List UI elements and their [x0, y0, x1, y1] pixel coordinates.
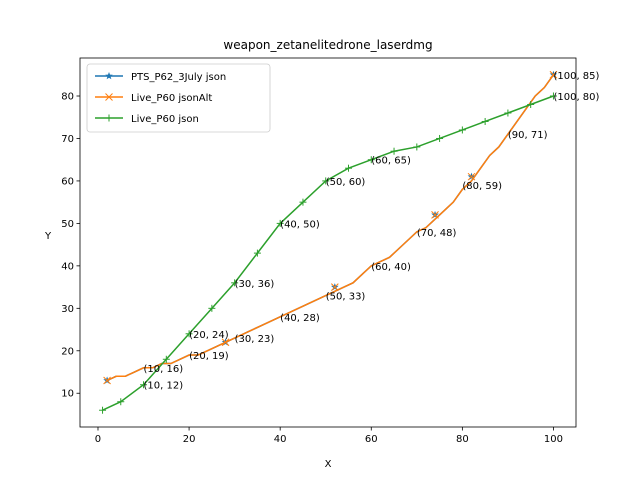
- data-annotation: (40, 28): [280, 313, 320, 324]
- chart-title: weapon_zetanelitedrone_laserdmg: [223, 38, 432, 52]
- x-marker-stroke: [549, 70, 558, 79]
- data-annotation: (30, 36): [235, 279, 275, 290]
- data-annotation: (30, 23): [235, 334, 275, 345]
- y-tick-label: 40: [61, 261, 74, 272]
- series-marker-3: [367, 156, 375, 164]
- series-marker-3: [344, 164, 352, 172]
- series-marker-3: [436, 134, 444, 142]
- series-marker-3: [253, 249, 261, 257]
- series-marker-3: [504, 109, 512, 117]
- y-tick-label: 50: [61, 219, 74, 230]
- y-tick-label: 20: [61, 346, 74, 357]
- data-annotation: (90, 71): [508, 130, 548, 141]
- legend: PTS_P62_3July json Live_P60 jsonAlt Live_P…: [86, 63, 271, 133]
- legend-marker: [105, 114, 113, 122]
- y-tick-label: 70: [61, 134, 74, 145]
- series-marker-3: [117, 398, 125, 406]
- data-annotation: (60, 40): [371, 262, 411, 273]
- data-annotation: (100, 80): [553, 92, 599, 103]
- legend-marker: [105, 72, 113, 80]
- series-marker-3: [481, 117, 489, 125]
- series-line-2: [106, 74, 555, 382]
- x-tick-label: 80: [456, 434, 469, 445]
- plot-area: 0 20 40 60 80 100 10 20 30 40 50 60 70 80 (10, 16) (20,…: [61, 57, 600, 445]
- legend-entry-label: Live_P60 json: [131, 114, 199, 125]
- x-marker-stroke: [105, 93, 113, 101]
- series-marker-2: [549, 70, 558, 79]
- x-marker-stroke: [221, 338, 230, 347]
- x-marker-stroke: [330, 283, 339, 291]
- x-tick-label: 40: [274, 434, 287, 445]
- series-marker-3: [208, 304, 216, 312]
- legend-entry-label: PTS_P62_3July json: [131, 72, 226, 83]
- data-annotation: (10, 16): [144, 364, 184, 375]
- y-axis-label: Y: [44, 231, 52, 242]
- x-marker-stroke: [431, 211, 439, 219]
- y-tick-label: 80: [61, 92, 74, 103]
- data-annotation: (10, 12): [144, 381, 184, 392]
- y-tick-label: 10: [61, 389, 74, 400]
- series-marker-3: [527, 100, 535, 108]
- data-annotation: (50, 60): [326, 177, 366, 188]
- data-annotation: (80, 59): [462, 181, 502, 192]
- y-tick-label: 60: [61, 176, 74, 187]
- series-marker-3: [458, 126, 466, 134]
- series-marker-2: [431, 211, 439, 219]
- series-marker-3: [413, 143, 421, 151]
- x-tick-label: 20: [183, 434, 196, 445]
- data-annotation: (60, 65): [371, 156, 411, 167]
- x-axis-label: X: [325, 459, 332, 470]
- x-tick-label: 100: [544, 434, 563, 445]
- legend-frame: [86, 63, 271, 133]
- data-annotation: (20, 24): [189, 330, 229, 341]
- series-marker-3: [162, 355, 170, 363]
- data-annotation: (70, 48): [417, 228, 457, 239]
- legend-entry-label: Live_P60 jsonAlt: [131, 93, 212, 104]
- x-tick-label: 60: [365, 434, 378, 445]
- x-marker-stroke: [467, 172, 476, 181]
- series-marker-2: [467, 172, 476, 181]
- x-marker-stroke: [103, 376, 111, 385]
- series-marker-2: [221, 338, 230, 347]
- series-marker-3: [185, 330, 193, 338]
- series-marker-3: [276, 219, 284, 227]
- x-tick-label: 0: [95, 434, 101, 445]
- series-marker-3: [99, 406, 107, 414]
- series-marker-2: [330, 283, 339, 291]
- series-marker-3: [549, 92, 557, 100]
- axes-frame: [79, 57, 577, 428]
- series-marker-3: [390, 147, 398, 155]
- data-annotation: (20, 19): [189, 351, 229, 362]
- series-marker-3: [299, 198, 307, 206]
- series-marker-3: [322, 177, 330, 185]
- y-tick-label: 30: [61, 304, 74, 315]
- legend-marker: [105, 93, 113, 101]
- data-annotation: (40, 50): [280, 219, 320, 230]
- data-annotation: (100, 85): [553, 71, 599, 82]
- series-marker-2: [103, 376, 111, 385]
- series-marker-3: [231, 279, 239, 287]
- data-annotation: (50, 33): [326, 292, 366, 303]
- series-marker-3: [140, 381, 148, 389]
